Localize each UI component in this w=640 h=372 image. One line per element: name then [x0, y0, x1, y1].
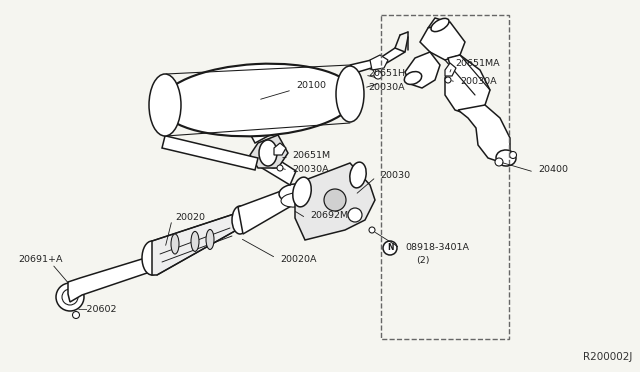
Text: N: N — [387, 244, 393, 253]
Polygon shape — [252, 148, 296, 185]
Text: 20100: 20100 — [296, 81, 326, 90]
Text: 20691+A: 20691+A — [18, 256, 63, 264]
Text: 20030: 20030 — [380, 170, 410, 180]
Polygon shape — [250, 135, 288, 168]
Polygon shape — [162, 136, 258, 170]
Ellipse shape — [161, 64, 355, 136]
Ellipse shape — [232, 206, 248, 234]
Text: 20651M: 20651M — [292, 151, 330, 160]
Polygon shape — [445, 63, 456, 76]
Text: 20692M: 20692M — [310, 211, 348, 219]
Text: 20400: 20400 — [538, 166, 568, 174]
Polygon shape — [370, 55, 388, 70]
Polygon shape — [274, 143, 286, 155]
Ellipse shape — [336, 66, 364, 122]
Ellipse shape — [348, 208, 362, 222]
Ellipse shape — [374, 71, 382, 79]
Ellipse shape — [431, 18, 449, 32]
Ellipse shape — [191, 231, 199, 251]
Text: —20602: —20602 — [78, 305, 118, 314]
Ellipse shape — [383, 241, 397, 255]
Polygon shape — [350, 48, 405, 72]
Ellipse shape — [350, 162, 366, 188]
Ellipse shape — [251, 118, 265, 136]
Polygon shape — [445, 55, 490, 115]
Polygon shape — [405, 52, 440, 88]
Ellipse shape — [369, 227, 375, 233]
Text: 20030A: 20030A — [292, 166, 328, 174]
Text: 08918-3401A: 08918-3401A — [405, 244, 469, 253]
Ellipse shape — [496, 150, 516, 166]
Polygon shape — [238, 184, 305, 234]
Ellipse shape — [171, 234, 179, 254]
Ellipse shape — [509, 151, 516, 158]
Polygon shape — [68, 255, 165, 302]
Ellipse shape — [279, 184, 311, 202]
Ellipse shape — [324, 189, 346, 211]
Ellipse shape — [259, 140, 277, 166]
Ellipse shape — [404, 71, 422, 84]
Ellipse shape — [281, 193, 309, 207]
Ellipse shape — [292, 177, 311, 207]
Ellipse shape — [142, 241, 162, 275]
Bar — [381, 15, 509, 339]
Text: 20020: 20020 — [175, 214, 205, 222]
Polygon shape — [152, 213, 242, 275]
Ellipse shape — [267, 146, 284, 168]
Polygon shape — [295, 163, 375, 240]
Ellipse shape — [72, 311, 79, 318]
Ellipse shape — [62, 289, 78, 305]
Text: 20030A: 20030A — [368, 83, 404, 93]
Ellipse shape — [495, 158, 503, 166]
Ellipse shape — [445, 77, 451, 83]
Text: (2): (2) — [416, 256, 429, 264]
Ellipse shape — [149, 74, 181, 136]
Polygon shape — [458, 105, 510, 162]
Polygon shape — [248, 122, 270, 143]
Text: 20030A: 20030A — [460, 77, 497, 87]
Polygon shape — [428, 18, 448, 32]
Text: 20020A: 20020A — [280, 256, 317, 264]
Text: 20651MA: 20651MA — [455, 58, 500, 67]
Polygon shape — [420, 22, 465, 60]
Text: 20651H: 20651H — [368, 68, 405, 77]
Ellipse shape — [56, 283, 84, 311]
Text: R200002J: R200002J — [582, 352, 632, 362]
Ellipse shape — [277, 165, 283, 171]
Ellipse shape — [206, 230, 214, 250]
